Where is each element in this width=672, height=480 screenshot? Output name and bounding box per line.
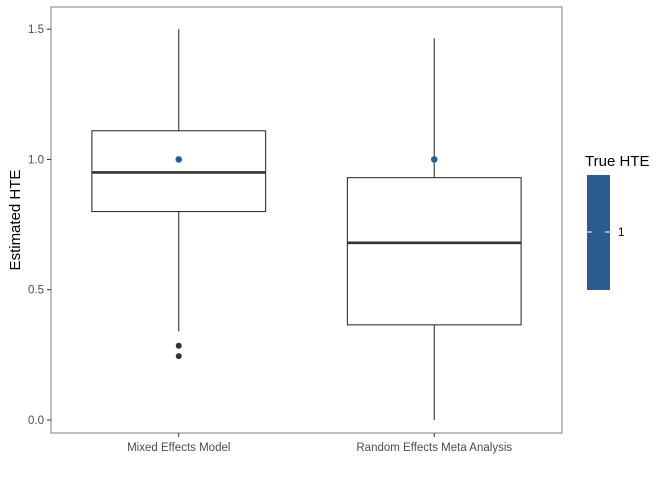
y-axis-title: Estimated HTE [7,170,24,271]
x-tick-label: Random Effects Meta Analysis [356,442,512,454]
x-tick-label: Mixed Effects Model [127,442,230,454]
y-tick-label: 1.0 [28,154,44,166]
legend-title: True HTE [585,153,649,170]
true-hte-point [430,156,438,163]
y-tick-label: 1.5 [28,24,44,36]
box [91,130,267,213]
box [346,177,522,326]
legend-label: 1 [618,227,624,239]
legend-colorbar [587,175,610,290]
legend: True HTE 1 [585,153,649,290]
y-tick-label: 0.5 [28,285,44,297]
y-axis: 0.0 0.5 1.0 1.5 [28,24,51,427]
box-group [346,38,522,420]
outlier-point [175,353,182,360]
x-axis: Mixed Effects Model Random Effects Meta A… [127,433,512,454]
true-hte-point [175,156,183,163]
outlier-point [175,342,182,349]
y-tick-label: 0.0 [28,415,44,427]
box-group [91,29,267,360]
boxes-layer [91,29,522,420]
